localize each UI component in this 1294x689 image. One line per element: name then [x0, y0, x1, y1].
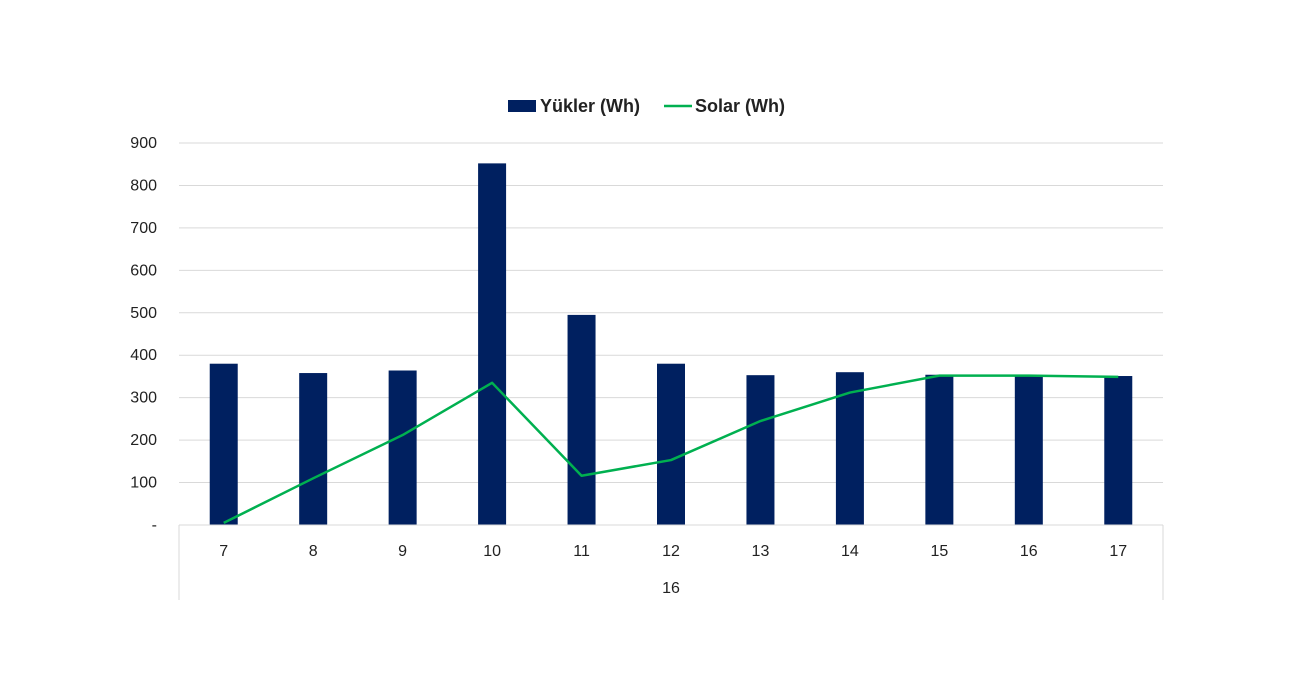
x-tick-label: 7 [219, 543, 228, 560]
y-tick-label: - [152, 517, 157, 534]
bar-yukler-16 [1014, 375, 1043, 525]
x-tick-label: 10 [483, 543, 501, 560]
bar-yukler-13 [746, 375, 775, 525]
gridlines [179, 142, 1163, 484]
x-tick-label: 14 [841, 543, 859, 560]
y-tick-label: 300 [130, 390, 157, 407]
legend-swatch-yukler [508, 100, 536, 112]
y-tick-label: 400 [130, 347, 157, 364]
y-tick-label: 600 [130, 262, 157, 279]
x-tick-label: 13 [752, 543, 770, 560]
x-tick-label: 11 [573, 543, 590, 560]
bar-series-yukler [209, 163, 1133, 525]
y-tick-label: 500 [130, 305, 157, 322]
bar-yukler-9 [388, 370, 417, 525]
line-series-solar [223, 374, 1119, 524]
bar-yukler-10 [478, 163, 507, 525]
bar-yukler-17 [1104, 376, 1133, 525]
x-tick-label: 15 [930, 543, 948, 560]
y-tick-label: 100 [130, 475, 157, 492]
x-tick-label: 12 [662, 543, 680, 560]
y-tick-label: 800 [130, 177, 157, 194]
legend-label-solar: Solar (Wh) [695, 96, 785, 116]
bar-yukler-15 [925, 374, 954, 525]
x-tick-label: 9 [398, 543, 407, 560]
legend-label-yukler: Yükler (Wh) [540, 96, 640, 116]
bar-yukler-7 [209, 363, 238, 525]
x-group-label: 16 [662, 580, 680, 597]
bar-yukler-11 [567, 314, 596, 525]
y-tick-label: 200 [130, 432, 157, 449]
legend: Yükler (Wh) Solar (Wh) [508, 96, 785, 116]
bar-yukler-8 [299, 373, 328, 525]
x-tick-label: 17 [1109, 543, 1127, 560]
y-tick-label: 900 [130, 135, 157, 152]
x-axis: 7 8 9 10 11 12 13 14 15 16 17 16 [178, 524, 1164, 600]
y-axis-ticks: - 100 200 300 400 500 600 700 800 900 [130, 135, 157, 534]
bar-yukler-14 [835, 372, 864, 525]
x-tick-label: 8 [309, 543, 318, 560]
bar-yukler-12 [657, 363, 685, 525]
y-tick-label: 700 [130, 220, 157, 237]
x-tick-label: 16 [1020, 543, 1038, 560]
